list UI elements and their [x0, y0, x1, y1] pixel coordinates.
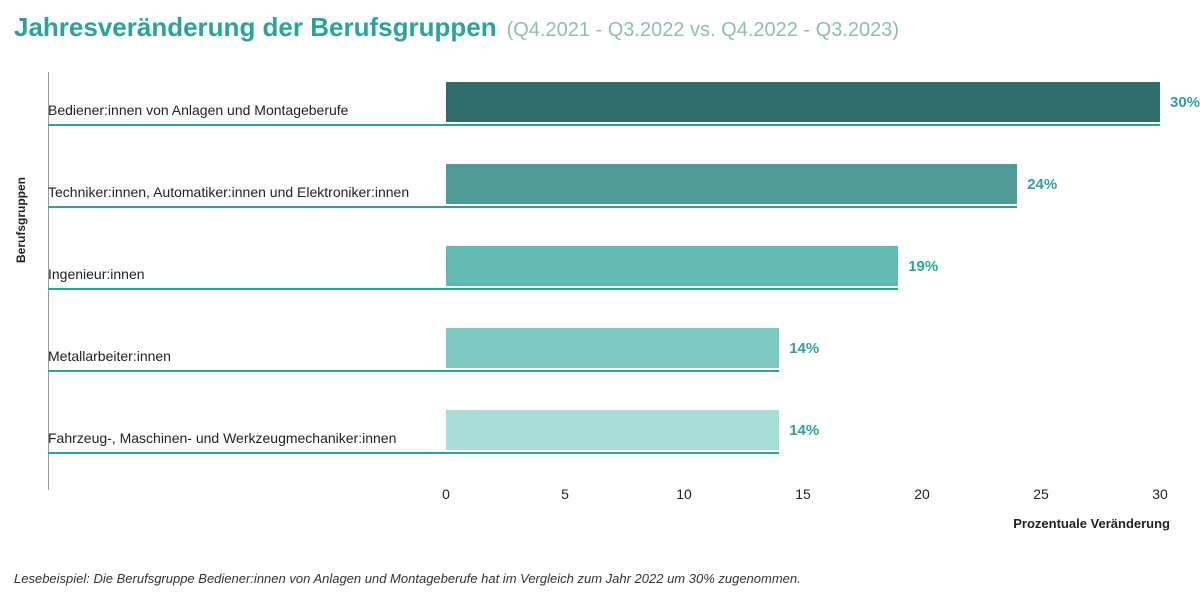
bar: [446, 246, 898, 286]
chart-subtitle: (Q4.2021 - Q3.2022 vs. Q4.2022 - Q3.2023…: [507, 19, 899, 42]
bar: [446, 164, 1017, 204]
x-tick: 30: [1152, 486, 1168, 502]
x-tick: 15: [795, 486, 811, 502]
x-axis-title: Prozentuale Veränderung: [1013, 516, 1170, 531]
bar-underline: [48, 206, 1017, 208]
bar-chart: Bediener:innen von Anlagen und Montagebe…: [48, 72, 1178, 502]
category-label: Ingenieur:innen: [48, 266, 438, 282]
value-label: 19%: [908, 258, 938, 275]
bar-row: Bediener:innen von Anlagen und Montagebe…: [48, 80, 1178, 144]
value-label: 24%: [1027, 176, 1057, 193]
x-tick: 0: [442, 486, 450, 502]
bar-row: Techniker:innen, Automatiker:innen und E…: [48, 162, 1178, 226]
category-label: Techniker:innen, Automatiker:innen und E…: [48, 184, 438, 200]
value-label: 30%: [1170, 94, 1200, 111]
bar: [446, 410, 779, 450]
x-tick: 10: [676, 486, 692, 502]
category-label: Bediener:innen von Anlagen und Montagebe…: [48, 102, 438, 118]
chart-title: Jahresveränderung der Berufsgruppen: [14, 12, 497, 43]
bar-row: Metallarbeiter:innen 14%: [48, 326, 1178, 390]
x-tick: 5: [561, 486, 569, 502]
category-label: Fahrzeug-, Maschinen- und Werkzeugmechan…: [48, 430, 438, 446]
category-label: Metallarbeiter:innen: [48, 348, 438, 364]
bar-row: Ingenieur:innen 19%: [48, 244, 1178, 308]
bar-underline: [48, 452, 779, 454]
chart-title-row: Jahresveränderung der Berufsgruppen (Q4.…: [14, 12, 899, 43]
bar: [446, 328, 779, 368]
bar-underline: [48, 370, 779, 372]
bar: [446, 82, 1160, 122]
bar-underline: [48, 124, 1160, 126]
x-tick: 20: [914, 486, 930, 502]
value-label: 14%: [789, 422, 819, 439]
bar-underline: [48, 288, 898, 290]
x-tick: 25: [1033, 486, 1049, 502]
value-label: 14%: [789, 340, 819, 357]
footnote: Lesebeispiel: Die Berufsgruppe Bediener:…: [14, 571, 801, 586]
bar-row: Fahrzeug-, Maschinen- und Werkzeugmechan…: [48, 408, 1178, 472]
y-axis-title: Berufsgruppen: [14, 160, 28, 280]
